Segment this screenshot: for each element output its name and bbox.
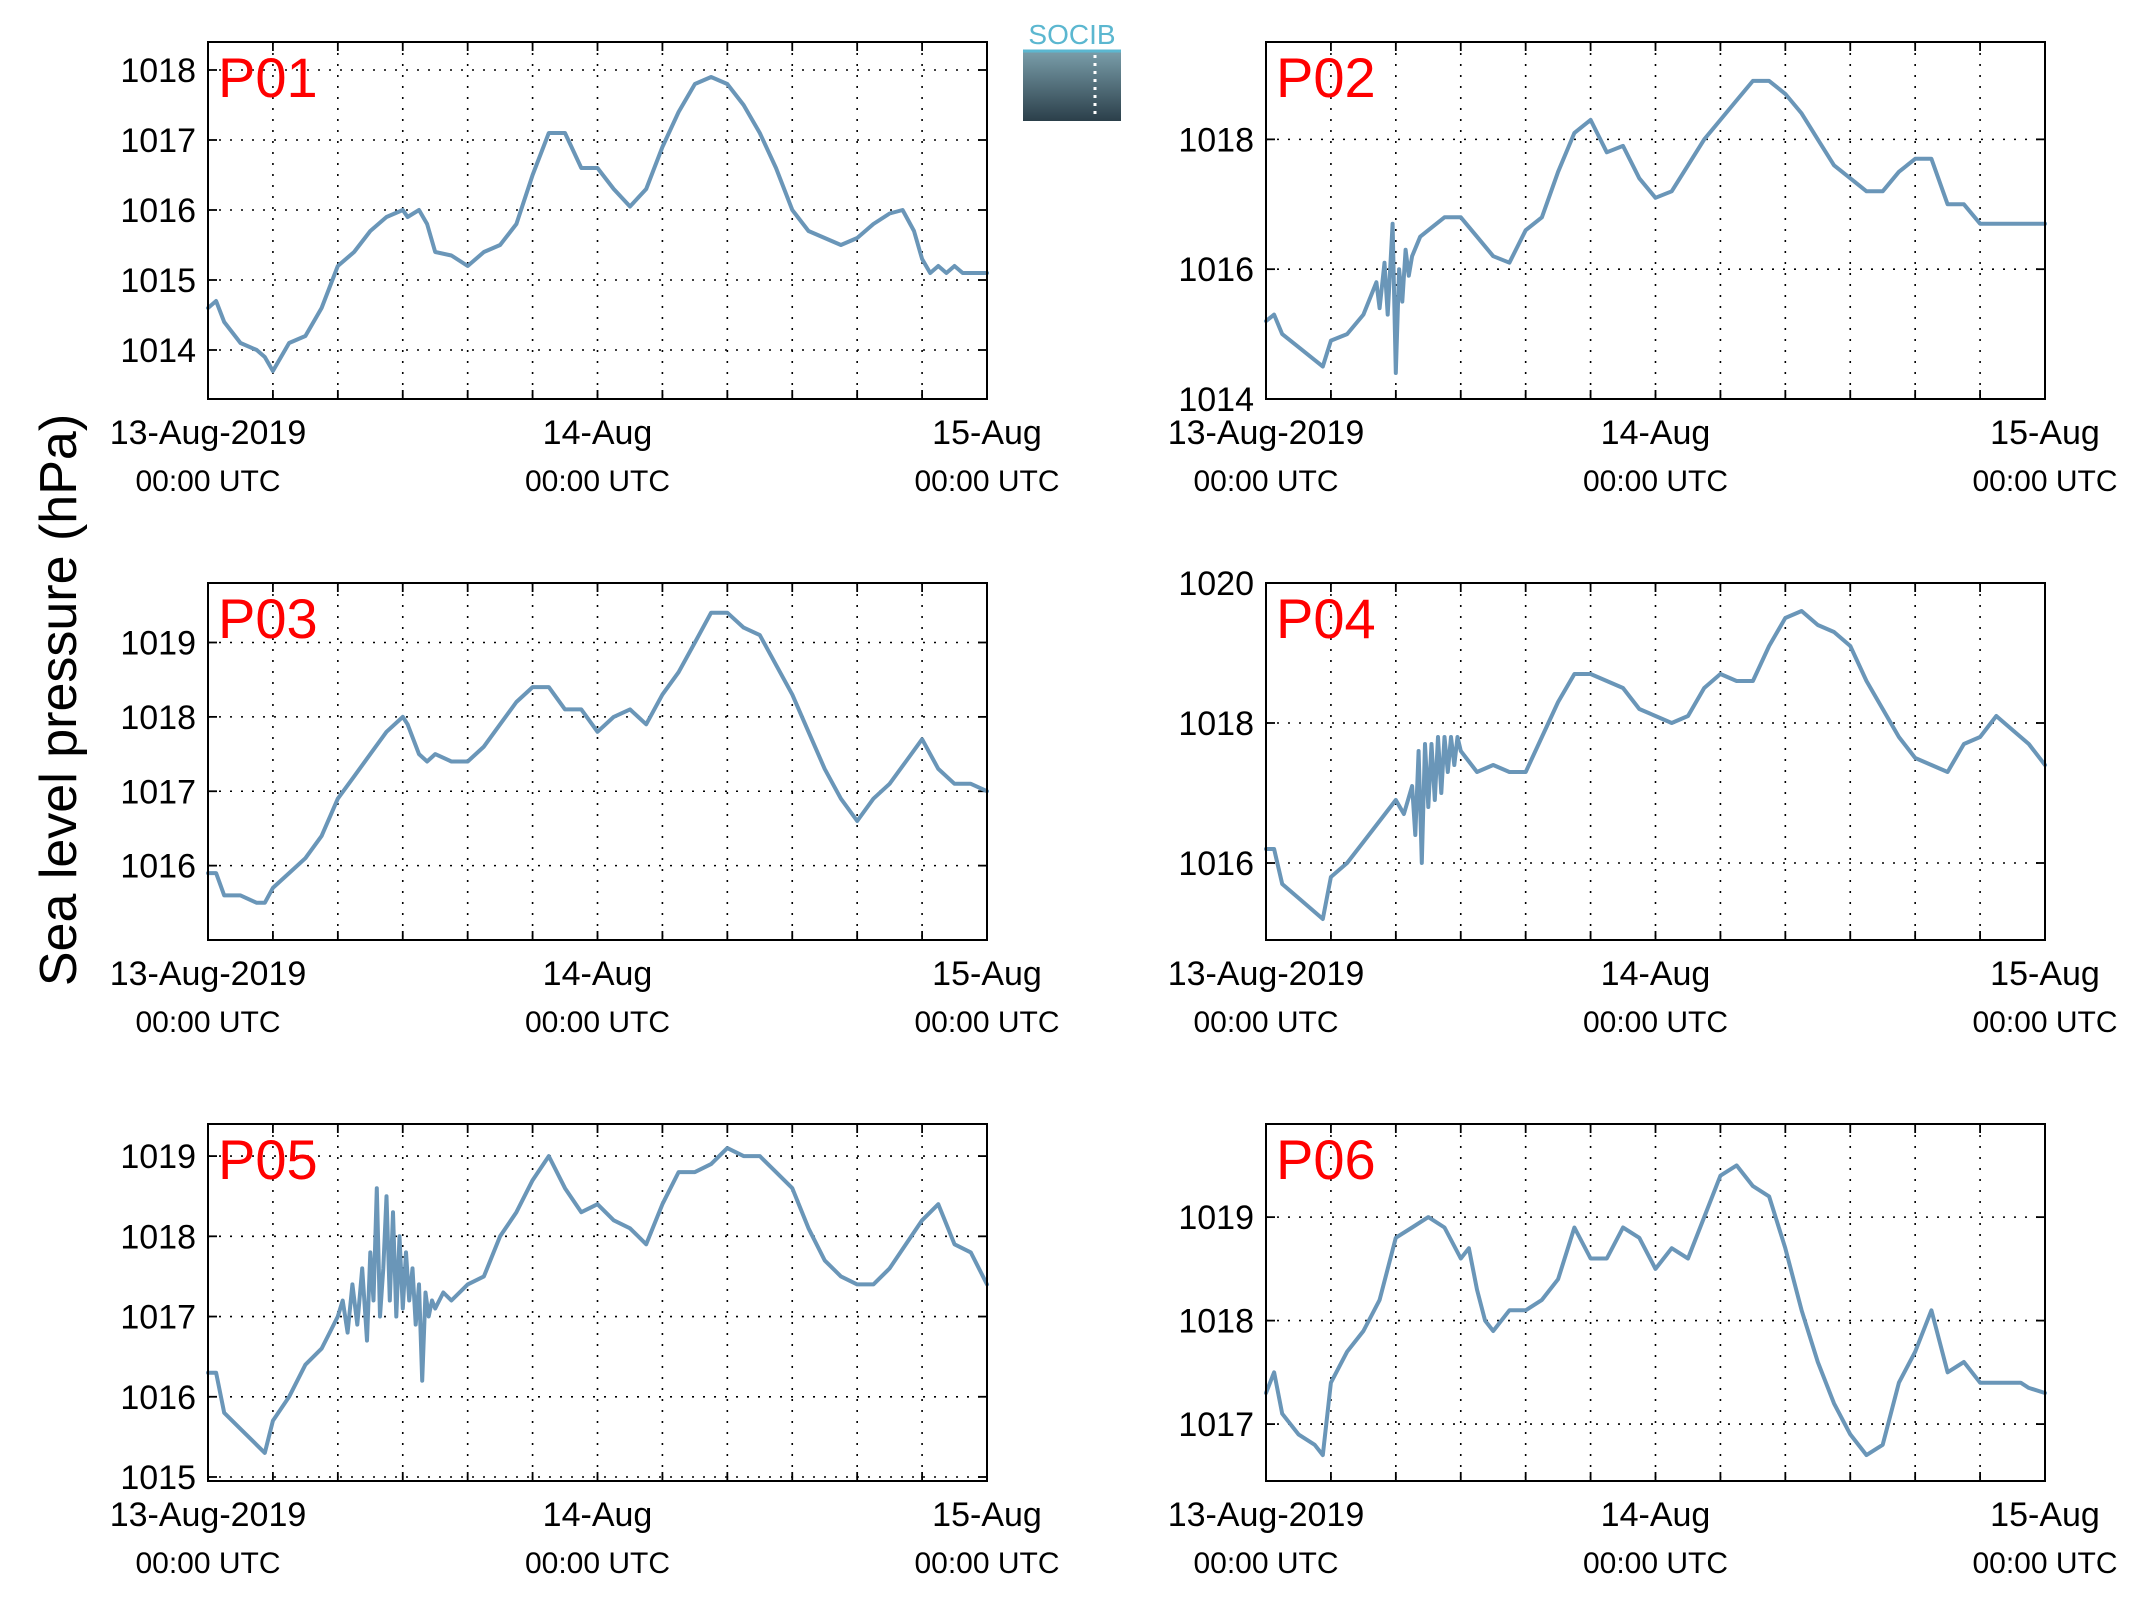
y-tick-label: 1017: [120, 773, 196, 811]
y-tick-label: 1018: [1178, 705, 1254, 743]
series-line: [206, 610, 989, 905]
y-tick-label: 1018: [1178, 121, 1254, 159]
x-tick-sublabel: 00:00 UTC: [914, 1547, 1059, 1580]
series-line: [1264, 78, 2047, 375]
y-tick-label: 1017: [120, 122, 196, 160]
x-tick-label: 15-Aug: [932, 414, 1042, 452]
x-tick-sublabel: 00:00 UTC: [1583, 1006, 1728, 1039]
x-tick-sublabel: 00:00 UTC: [135, 1006, 280, 1039]
y-tick-label: 1020: [1178, 565, 1254, 603]
chart-panel-3: 1016 1017 1018 1019 P03 13-Aug-2019 00:00 UTC 1…: [110, 582, 1060, 1039]
x-tick-label: 15-Aug: [932, 1496, 1042, 1534]
y-tick-label: 1018: [1178, 1303, 1254, 1341]
y-tick-label: 1018: [120, 52, 196, 90]
x-tick-label: 13-Aug-2019: [1168, 955, 1365, 993]
x-tick-label: 15-Aug: [932, 955, 1042, 993]
plot-frame: [207, 582, 988, 941]
series-line: [1264, 609, 2047, 921]
panel-title: P03: [218, 587, 318, 650]
plot-frame: [207, 41, 988, 400]
logo-text: SOCIB: [1028, 19, 1115, 50]
x-tick-label: 14-Aug: [1601, 414, 1711, 452]
x-tick-label: 13-Aug-2019: [110, 955, 307, 993]
socib-logo: SOCIB: [1023, 19, 1121, 121]
x-tick-sublabel: 00:00 UTC: [1972, 1006, 2117, 1039]
y-tick-label: 1016: [120, 1379, 196, 1417]
x-tick-label: 14-Aug: [543, 1496, 653, 1534]
y-axis-label: Sea level pressure (hPa): [30, 414, 88, 986]
panel-title: P04: [1276, 587, 1376, 650]
x-tick-label: 14-Aug: [1601, 1496, 1711, 1534]
x-tick-sublabel: 00:00 UTC: [1972, 1547, 2117, 1580]
chart-panel-2: 1014 1016 1018 P02 13-Aug-2019 00:00 UTC 14-Au…: [1168, 41, 2118, 498]
series-line: [206, 75, 989, 373]
x-tick-sublabel: 00:00 UTC: [135, 1547, 280, 1580]
plot-frame: [1265, 582, 2046, 941]
x-tick-label: 13-Aug-2019: [110, 1496, 307, 1534]
x-tick-sublabel: 00:00 UTC: [525, 465, 670, 498]
panel-title: P05: [218, 1128, 318, 1191]
y-tick-label: 1018: [120, 699, 196, 737]
y-tick-label: 1018: [120, 1218, 196, 1256]
y-tick-label: 1016: [1178, 251, 1254, 289]
x-tick-sublabel: 00:00 UTC: [914, 465, 1059, 498]
x-tick-label: 13-Aug-2019: [1168, 1496, 1365, 1534]
x-tick-label: 14-Aug: [1601, 955, 1711, 993]
y-tick-label: 1016: [120, 192, 196, 230]
y-tick-label: 1017: [120, 1299, 196, 1337]
y-tick-label: 1019: [120, 625, 196, 663]
x-tick-sublabel: 00:00 UTC: [914, 1006, 1059, 1039]
x-tick-sublabel: 00:00 UTC: [1193, 1547, 1338, 1580]
x-tick-sublabel: 00:00 UTC: [135, 465, 280, 498]
series-line: [206, 1146, 989, 1455]
x-tick-label: 14-Aug: [543, 955, 653, 993]
x-tick-sublabel: 00:00 UTC: [525, 1547, 670, 1580]
x-tick-sublabel: 00:00 UTC: [1193, 1006, 1338, 1039]
plot-frame: [1265, 41, 2046, 400]
y-tick-label: 1017: [1178, 1406, 1254, 1444]
x-tick-label: 14-Aug: [543, 414, 653, 452]
panel-title: P06: [1276, 1128, 1376, 1191]
y-tick-label: 1016: [120, 848, 196, 886]
x-tick-label: 13-Aug-2019: [110, 414, 307, 452]
x-tick-label: 15-Aug: [1990, 414, 2100, 452]
chart-panel-4: 1016 1018 1020 P04 13-Aug-2019 00:00 UTC 14-Au…: [1168, 565, 2118, 1039]
panel-title: P02: [1276, 46, 1376, 109]
chart-panel-6: 1017 1018 1019 P06 13-Aug-2019 00:00 UTC 14-Au…: [1168, 1123, 2118, 1580]
y-tick-label: 1019: [120, 1138, 196, 1176]
chart-panel-1: 1014 1015 1016 1017 1018 P01 13-Aug-2019 00:00 …: [110, 41, 1060, 498]
chart-panel-5: 1015 1016 1017 1018 1019 P05 13-Aug-2019 00:00 …: [110, 1123, 1060, 1580]
y-tick-label: 1014: [120, 332, 196, 370]
y-tick-label: 1014: [1178, 381, 1254, 419]
x-tick-sublabel: 00:00 UTC: [1583, 1547, 1728, 1580]
x-tick-sublabel: 00:00 UTC: [1972, 465, 2117, 498]
x-tick-sublabel: 00:00 UTC: [525, 1006, 670, 1039]
x-tick-label: 15-Aug: [1990, 1496, 2100, 1534]
series-line: [1264, 1163, 2047, 1458]
x-tick-sublabel: 00:00 UTC: [1193, 465, 1338, 498]
y-tick-label: 1015: [120, 262, 196, 300]
y-tick-label: 1016: [1178, 845, 1254, 883]
x-tick-sublabel: 00:00 UTC: [1583, 465, 1728, 498]
y-tick-label: 1019: [1178, 1199, 1254, 1237]
y-tick-label: 1015: [120, 1459, 196, 1497]
x-tick-label: 13-Aug-2019: [1168, 414, 1365, 452]
plot-frame: [207, 1123, 988, 1482]
x-tick-label: 15-Aug: [1990, 955, 2100, 993]
plot-frame: [1265, 1123, 2046, 1482]
panel-title: P01: [218, 46, 318, 109]
